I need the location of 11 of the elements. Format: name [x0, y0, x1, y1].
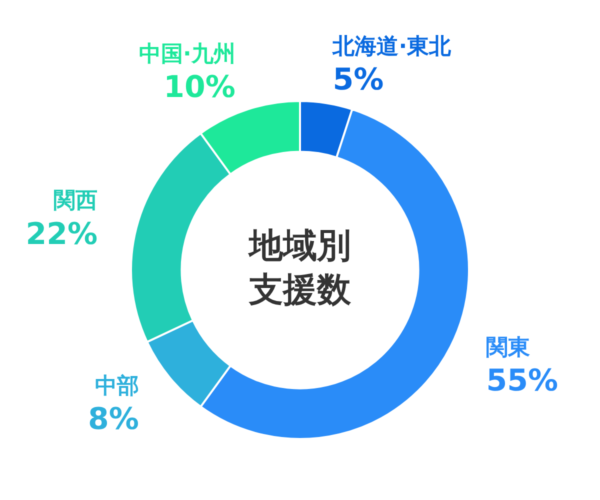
data-label: 10% — [164, 70, 236, 106]
data-label: 22% — [26, 216, 98, 252]
data-label: 8% — [88, 402, 139, 438]
slice-label: 関西 — [54, 188, 98, 214]
data-label: 5% — [332, 62, 384, 98]
text: 地域別支援数 — [247, 226, 352, 310]
data-label: 55% — [486, 364, 558, 399]
slice-label: 中部 — [94, 372, 139, 399]
slice-label: 中国·九州 — [139, 42, 236, 67]
slice-label: 関東 — [486, 336, 530, 361]
slice-label: 北海道·東北 — [332, 34, 452, 60]
